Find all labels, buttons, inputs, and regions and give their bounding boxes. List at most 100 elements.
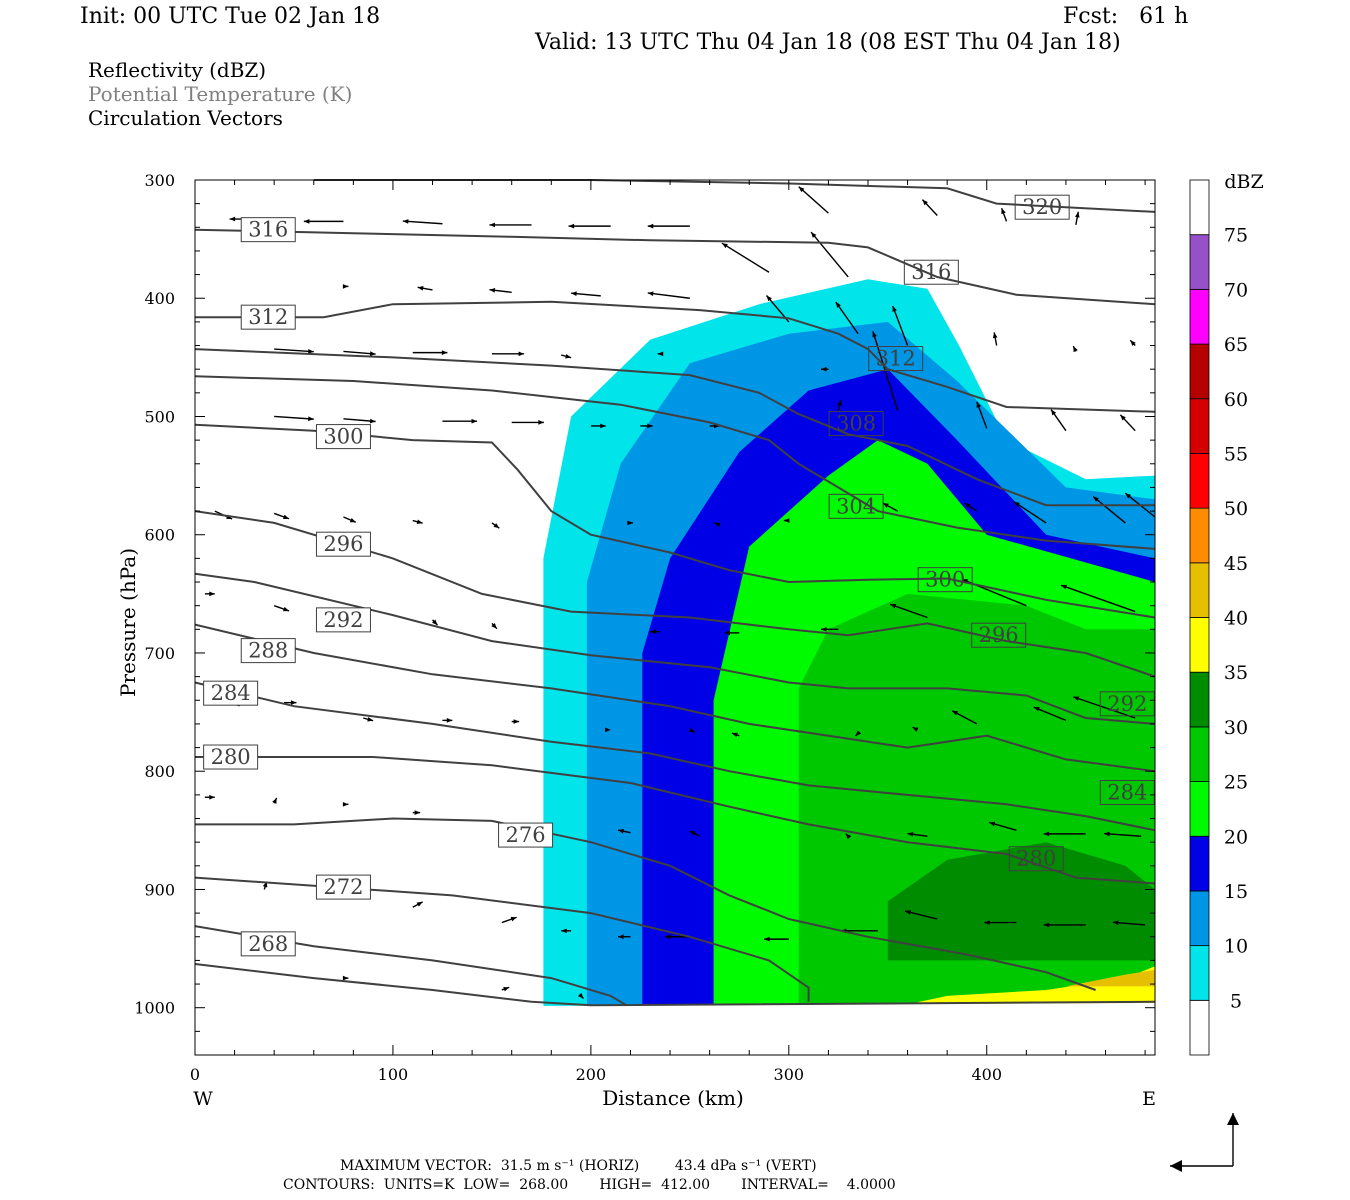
circulation-vector-head [561, 928, 567, 934]
colorbar-swatch [1189, 671, 1210, 728]
contour-label: 296 [979, 623, 1019, 647]
circulation-vector-head [308, 349, 314, 354]
circulation-vector [835, 301, 859, 335]
colorbar-tick-label: 10 [1224, 936, 1248, 958]
colorbar-swatch [1189, 781, 1210, 837]
circulation-vector [1013, 501, 1047, 524]
contour-label: 316 [911, 260, 951, 284]
circulation-vector-head [493, 523, 500, 529]
colorbar-swatch [1189, 999, 1210, 1056]
reference-vector-horizontal-head [1170, 1160, 1182, 1172]
circulation-vector-head [342, 284, 349, 289]
below-ground-mask [195, 1002, 1155, 1055]
circulation-vector-head [471, 418, 478, 424]
circulation-vector-head [513, 719, 520, 724]
colorbar-title: dBZ [1224, 171, 1263, 193]
circulation-vector [810, 231, 849, 278]
circulation-vector-head [657, 351, 664, 357]
circulation-vector-head [229, 216, 236, 222]
contour-label-box [1008, 846, 1064, 872]
valid-time: Valid: 13 UTC Thu 04 Jan 18 (08 EST Thu … [535, 30, 1121, 55]
contour-label-box [315, 607, 371, 633]
contour-label: 280 [211, 745, 251, 769]
circulation-vector [721, 242, 770, 273]
circulation-vector-head [650, 629, 656, 635]
circulation-vector-head [518, 351, 525, 357]
circulation-vector [890, 603, 928, 619]
circulation-vector [1073, 696, 1136, 719]
circulation-vector-head [416, 901, 423, 907]
contour-label: 296 [323, 532, 363, 556]
contour-label: 300 [925, 568, 965, 592]
y-tick-label: 300 [144, 171, 175, 190]
contour-label: 312 [248, 305, 288, 329]
circulation-vector-head [308, 416, 314, 422]
circulation-vector-head [402, 219, 409, 224]
circulation-vector-head [272, 797, 277, 804]
contour-label-box [240, 638, 296, 664]
circulation-vector-head [837, 400, 842, 406]
circulation-vector-head [647, 223, 654, 229]
init-time: Init: 00 UTC Tue 02 Jan 18 [80, 4, 381, 29]
colorbar-tick-label: 70 [1224, 279, 1248, 301]
y-tick-label: 900 [144, 880, 175, 899]
circulation-vector-head [342, 801, 349, 807]
y-tick-label: 1000 [134, 999, 175, 1018]
circulation-vector-head [1060, 584, 1067, 590]
colorbar-tick-label: 40 [1224, 608, 1248, 630]
colorbar-swatch [1189, 453, 1210, 509]
y-tick-label: 500 [144, 407, 175, 426]
circulation-vector-head [989, 821, 996, 827]
contour-label-box [903, 259, 959, 285]
circulation-vector-head [764, 936, 770, 942]
potential-temperature-line [194, 623, 1156, 773]
colorbar-swatch [1189, 507, 1210, 564]
contour-label-box [240, 217, 296, 243]
x-tick-label: 100 [378, 1065, 409, 1084]
contour-label: 316 [248, 218, 288, 242]
circulation-vector-head [1013, 501, 1020, 507]
contour-label-box [828, 411, 884, 437]
colorbar-tick-label: 45 [1224, 553, 1248, 575]
circulation-vector-head [417, 285, 424, 291]
circulation-vector-head [577, 992, 584, 999]
colorbar-swatch [1189, 562, 1210, 618]
contour-label-box [240, 304, 296, 330]
contour-label-box [1014, 194, 1070, 220]
y-tick-label: 800 [144, 762, 175, 781]
contour-label-box [868, 346, 924, 372]
potential-temperature-line [194, 423, 1156, 619]
circulation-vector-head [600, 423, 606, 429]
contour-label-box [315, 874, 371, 900]
colorbar-swatch [1189, 890, 1210, 947]
circulation-vector-head [766, 295, 772, 302]
potential-temperature-line [194, 228, 1156, 306]
contour-label-box [1099, 691, 1155, 717]
circulation-vector-head [209, 591, 215, 597]
circulation-vector-head [1074, 211, 1080, 218]
circulation-vector-head [992, 332, 998, 339]
colorbar-tick-label: 30 [1224, 717, 1248, 739]
circulation-vector-head [431, 619, 438, 626]
colorbar-tick-label: 35 [1224, 662, 1248, 684]
colorbar-swatch [1189, 179, 1210, 236]
circulation-vector-layer [204, 186, 1156, 999]
circulation-vector-head [1120, 414, 1126, 421]
circulation-vector-head [714, 522, 721, 528]
circulation-vector-head [568, 223, 575, 229]
colorbar-tick-label: 20 [1224, 826, 1248, 848]
circulation-vector-head [283, 606, 290, 612]
colorbar-tick-label: 5 [1230, 990, 1242, 1012]
y-axis-title: Pressure (hPa) [116, 548, 140, 697]
contour-label: 312 [876, 347, 916, 371]
colorbar-tick-label: 25 [1224, 772, 1248, 794]
x-tick-label: 0 [190, 1065, 200, 1084]
circulation-vector-head [489, 222, 495, 228]
contour-label: 276 [506, 823, 546, 847]
circulation-vector-head [1112, 920, 1119, 926]
colorbar: 5 10 15 20 25 30 35 40 45 50 55 60 65 70 75 dBZ [1189, 171, 1264, 1056]
circulation-vector [274, 348, 314, 353]
field-potential-temperature: Potential Temperature (K) [88, 82, 353, 106]
circulation-vector-head [369, 351, 376, 356]
